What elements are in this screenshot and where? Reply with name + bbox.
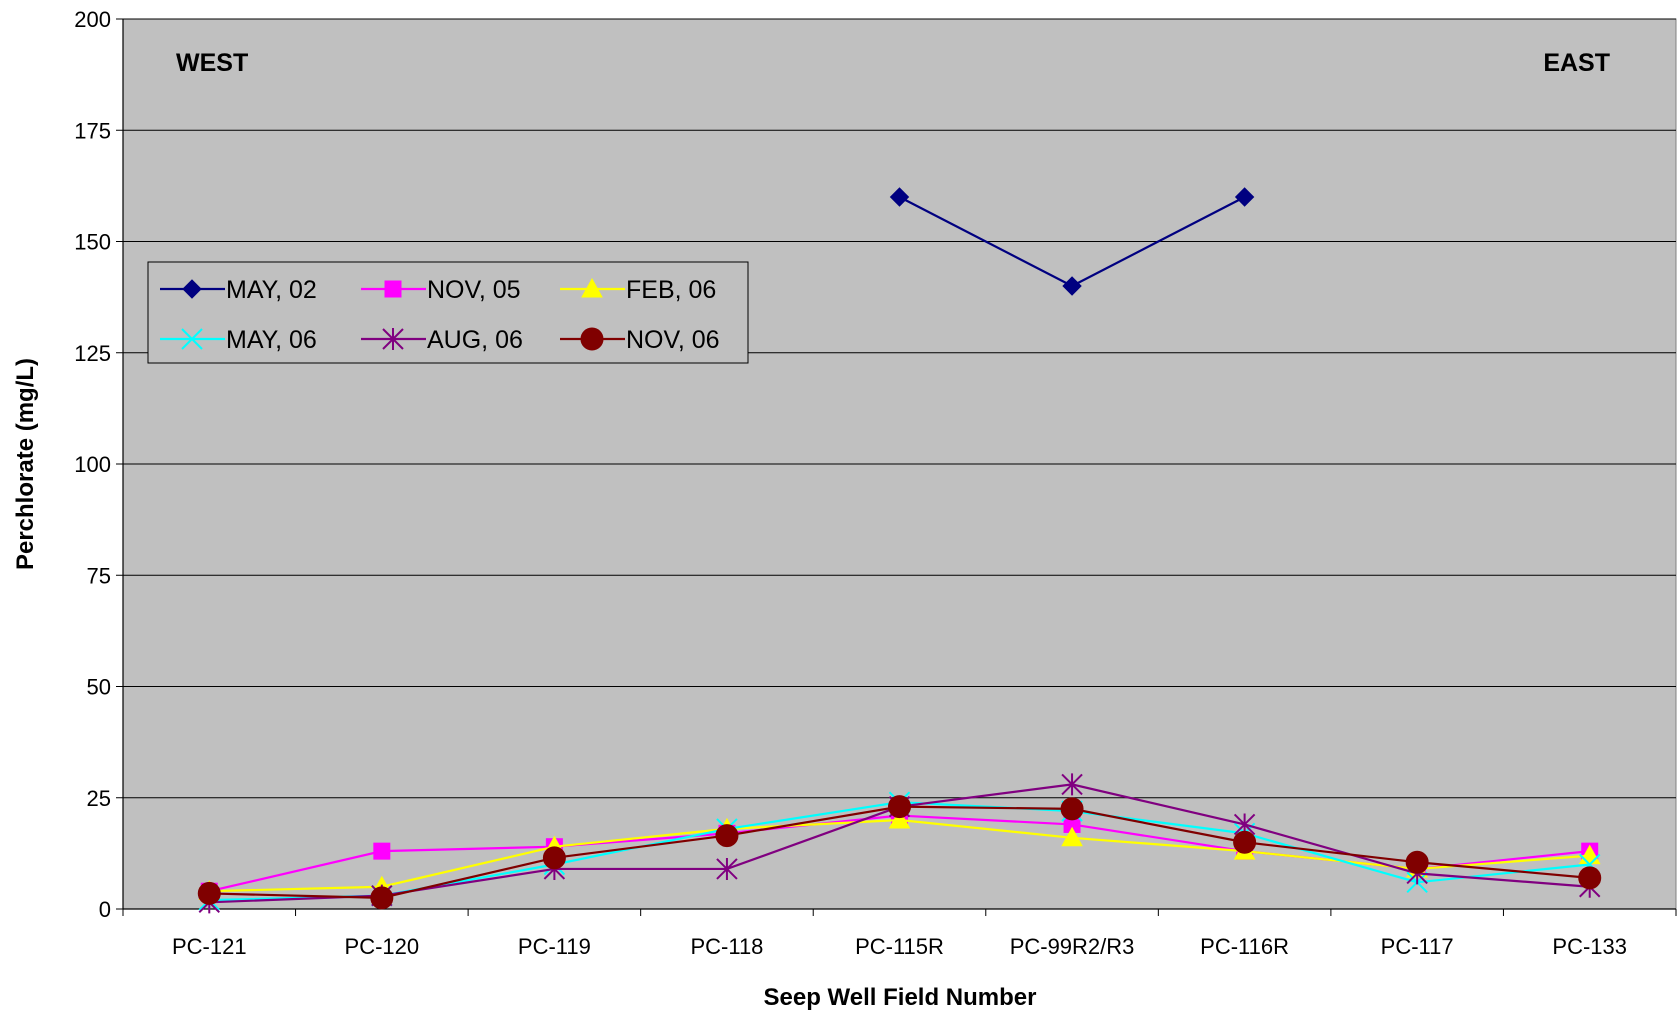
legend-label: MAY, 02 — [226, 276, 317, 304]
data-point — [1061, 773, 1083, 796]
data-point — [1405, 850, 1429, 874]
legend-item-may-06: MAY, 06 — [160, 326, 317, 354]
legend: MAY, 02 NOV, 05 FEB, 06 MAY, 06 AUG, 06 NOV, … — [147, 261, 749, 364]
series-may-02 — [889, 187, 1255, 296]
x-tick-label: PC-118 — [690, 934, 763, 959]
series-nov-06 — [197, 795, 1602, 910]
annotation-east: EAST — [1543, 49, 1610, 77]
data-point — [1061, 826, 1083, 847]
data-series — [197, 187, 1602, 914]
legend-marker — [580, 327, 604, 351]
y-axis-title: Perchlorate (mg/L) — [12, 358, 39, 570]
y-tick-label: 200 — [74, 7, 111, 32]
legend-item-nov-06: NOV, 06 — [560, 326, 720, 354]
data-point — [1233, 830, 1257, 854]
legend-marker — [384, 280, 402, 298]
y-tick-label: 125 — [74, 341, 111, 366]
data-point — [715, 824, 739, 848]
data-point — [370, 886, 394, 910]
y-tick-label: 100 — [74, 452, 111, 477]
y-tick-label: 50 — [87, 675, 111, 700]
annotation-west: WEST — [176, 49, 248, 77]
legend-marker — [581, 277, 603, 298]
data-point — [1062, 276, 1082, 296]
legend-label: FEB, 06 — [626, 276, 716, 304]
x-tick-label: PC-133 — [1552, 934, 1627, 959]
x-axis-title: Seep Well Field Number — [764, 984, 1037, 1011]
data-point — [1060, 797, 1084, 821]
y-tick-label: 75 — [87, 563, 111, 588]
x-tick-label: PC-121 — [172, 934, 247, 959]
y-tick-labels: 0 25 50 75 100 125 150 175 200 — [74, 7, 111, 922]
y-tick-label: 175 — [74, 118, 111, 143]
x-tick-label: PC-99R2/R3 — [1010, 934, 1135, 959]
data-point — [542, 846, 566, 870]
data-point — [888, 808, 911, 829]
legend-item-aug-06: AUG, 06 — [361, 326, 523, 354]
x-tick-label: PC-119 — [518, 934, 591, 959]
legend-item-feb-06: FEB, 06 — [560, 276, 716, 304]
data-point — [889, 187, 910, 207]
y-tick-label: 150 — [74, 230, 111, 255]
x-tick-label: PC-120 — [345, 934, 420, 959]
x-tick-label: PC-115R — [855, 934, 944, 959]
legend-marker — [182, 279, 202, 299]
legend-box — [147, 261, 749, 364]
data-point — [197, 881, 221, 905]
data-point — [1578, 866, 1602, 890]
data-point — [888, 795, 911, 819]
y-tick-label: 25 — [87, 786, 111, 811]
legend-label: NOV, 06 — [626, 326, 720, 354]
legend-label: MAY, 06 — [226, 326, 317, 354]
data-point — [1234, 187, 1255, 207]
legend-label: NOV, 05 — [427, 276, 521, 304]
data-point — [716, 857, 738, 880]
x-tick-label: PC-117 — [1381, 934, 1454, 959]
data-point — [373, 842, 391, 860]
legend-marker — [181, 328, 203, 350]
legend-label: AUG, 06 — [427, 326, 523, 354]
y-tick-label: 0 — [99, 897, 111, 922]
legend-item-may-02: MAY, 02 — [160, 276, 317, 304]
legend-item-nov-05: NOV, 05 — [361, 276, 521, 304]
legend-marker — [382, 328, 404, 350]
x-tick-labels: PC-121 PC-120 PC-119 PC-118 PC-115R PC-99R2/R… — [172, 934, 1627, 959]
x-tick-label: PC-116R — [1200, 934, 1289, 959]
